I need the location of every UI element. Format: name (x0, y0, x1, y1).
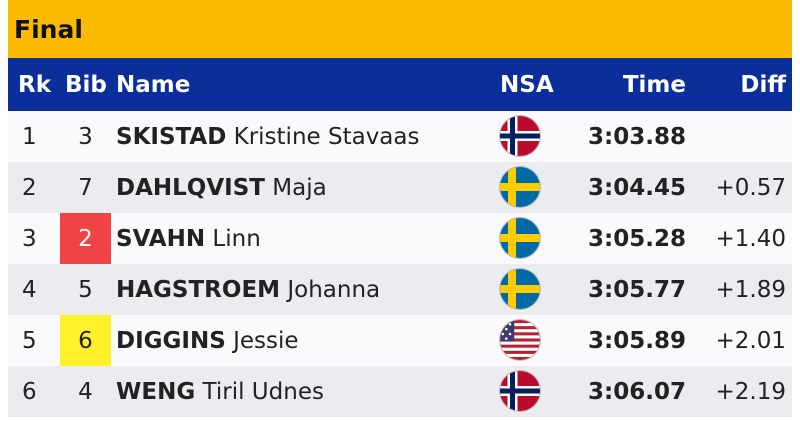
athlete-last-name: SKISTAD (116, 123, 227, 150)
rank-cell: 5 (22, 327, 37, 354)
sweden-flag-icon (500, 218, 540, 258)
athlete-last-name: HAGSTROEM (116, 276, 281, 303)
header-bib: Bib (65, 71, 107, 98)
rank-cell: 6 (22, 378, 37, 405)
usa-flag-icon (500, 320, 540, 360)
table-header: Rk Bib Name NSA Time Diff (8, 58, 792, 111)
sweden-flag-icon (500, 167, 540, 207)
athlete-name[interactable]: SVAHN Linn (116, 226, 261, 252)
diff-cell: +2.01 (715, 327, 786, 354)
time-cell: 3:05.89 (588, 327, 686, 354)
diff-cell: +1.40 (715, 225, 786, 252)
athlete-first-name: Johanna (287, 276, 381, 303)
title-bar: Final (8, 0, 792, 58)
rank-cell: 4 (22, 276, 37, 303)
bib-cell: 4 (78, 378, 93, 405)
table-row[interactable]: 2 7 DAHLQVIST Maja 3:04.45 +0.57 (8, 162, 792, 213)
diff-cell: +1.89 (715, 276, 786, 303)
header-time: Time (622, 71, 686, 98)
time-cell: 3:03.88 (588, 123, 686, 150)
norway-flag-icon (500, 116, 540, 156)
athlete-first-name: Tiril Udnes (202, 378, 324, 405)
time-cell: 3:05.28 (588, 225, 686, 252)
athlete-last-name: DAHLQVIST (116, 174, 265, 201)
athlete-last-name: WENG (116, 378, 196, 405)
bib-cell: 3 (78, 123, 93, 150)
athlete-first-name: Jessie (233, 327, 299, 354)
athlete-last-name: DIGGINS (116, 327, 226, 354)
time-cell: 3:05.77 (588, 276, 686, 303)
bib-cell-red: 2 (60, 213, 111, 264)
athlete-name[interactable]: SKISTAD Kristine Stavaas (116, 124, 419, 150)
bib-cell-yellow: 6 (60, 315, 111, 366)
bib-cell: 7 (78, 174, 93, 201)
header-rank: Rk (18, 71, 52, 98)
table-row[interactable]: 6 4 WENG Tiril Udnes 3:06.07 +2.19 (8, 366, 792, 417)
results-table: Final Rk Bib Name NSA Time Diff 1 3 SKIS… (8, 0, 792, 421)
rank-cell: 3 (22, 225, 37, 252)
diff-cell: +2.19 (715, 378, 786, 405)
page-title: Final (14, 14, 83, 44)
time-cell: 3:04.45 (588, 174, 686, 201)
rank-cell: 2 (22, 174, 37, 201)
table-row[interactable]: 4 5 HAGSTROEM Johanna 3:05.77 +1.89 (8, 264, 792, 315)
sweden-flag-icon (500, 269, 540, 309)
bib-cell: 5 (78, 276, 93, 303)
rank-cell: 1 (22, 123, 37, 150)
header-name: Name (116, 71, 191, 98)
time-cell: 3:06.07 (588, 378, 686, 405)
athlete-first-name: Kristine Stavaas (233, 123, 420, 150)
norway-flag-icon (500, 371, 540, 411)
header-diff: Diff (740, 71, 786, 98)
athlete-name[interactable]: DAHLQVIST Maja (116, 175, 327, 201)
athlete-first-name: Linn (212, 225, 261, 252)
athlete-name[interactable]: WENG Tiril Udnes (116, 379, 324, 405)
athlete-name[interactable]: DIGGINS Jessie (116, 328, 299, 354)
table-row[interactable]: 5 6 DIGGINS Jessie 3:05.89 (8, 315, 792, 366)
athlete-first-name: Maja (272, 174, 327, 201)
athlete-name[interactable]: HAGSTROEM Johanna (116, 277, 380, 303)
table-row[interactable]: 3 2 SVAHN Linn 3:05.28 +1.40 (8, 213, 792, 264)
header-nsa: NSA (500, 71, 554, 98)
table-row[interactable]: 1 3 SKISTAD Kristine Stavaas 3:03.88 (8, 111, 792, 162)
diff-cell: +0.57 (715, 174, 786, 201)
athlete-last-name: SVAHN (116, 225, 206, 252)
